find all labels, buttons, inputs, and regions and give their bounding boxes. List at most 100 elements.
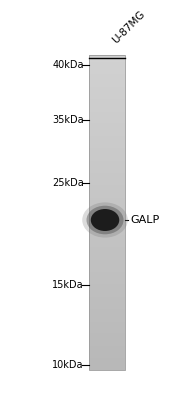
Bar: [89, 79, 125, 80]
Bar: [89, 233, 125, 234]
Bar: [89, 247, 125, 248]
Bar: [89, 231, 125, 232]
Bar: [89, 104, 125, 105]
Bar: [89, 66, 125, 68]
Bar: [89, 220, 125, 221]
Bar: [89, 282, 125, 283]
Bar: [89, 126, 125, 128]
Bar: [89, 324, 125, 326]
Bar: [89, 162, 125, 163]
Bar: [89, 339, 125, 341]
Bar: [89, 178, 125, 179]
Bar: [89, 170, 125, 172]
Bar: [89, 352, 125, 353]
Bar: [89, 98, 125, 99]
Bar: [89, 164, 125, 165]
Bar: [89, 196, 125, 198]
Bar: [89, 214, 125, 216]
Bar: [89, 208, 125, 209]
Bar: [89, 248, 125, 249]
Bar: [89, 116, 125, 117]
Bar: [89, 246, 125, 247]
Bar: [89, 57, 125, 58]
Bar: [89, 94, 125, 95]
Bar: [89, 227, 125, 228]
Bar: [89, 188, 125, 190]
Bar: [89, 152, 125, 154]
Bar: [89, 262, 125, 264]
Bar: [89, 297, 125, 298]
Bar: [89, 304, 125, 305]
Bar: [89, 310, 125, 311]
Bar: [89, 207, 125, 208]
Bar: [89, 110, 125, 112]
Bar: [89, 333, 125, 334]
Bar: [89, 229, 125, 230]
Bar: [89, 257, 125, 259]
Bar: [89, 225, 125, 226]
Bar: [89, 230, 125, 231]
Bar: [89, 277, 125, 279]
Bar: [89, 251, 125, 252]
Bar: [89, 119, 125, 120]
Bar: [89, 198, 125, 200]
Bar: [89, 54, 125, 56]
Bar: [89, 326, 125, 327]
Text: 10kDa: 10kDa: [52, 360, 84, 370]
Bar: [89, 74, 125, 75]
Bar: [89, 203, 125, 204]
Bar: [89, 330, 125, 331]
Bar: [89, 341, 125, 343]
Bar: [89, 270, 125, 271]
Bar: [89, 181, 125, 182]
Bar: [89, 97, 125, 98]
Bar: [89, 307, 125, 308]
Bar: [89, 194, 125, 196]
Bar: [89, 258, 125, 260]
Bar: [89, 143, 125, 144]
Bar: [89, 55, 125, 370]
Bar: [89, 259, 125, 261]
Bar: [89, 165, 125, 166]
Bar: [89, 335, 125, 336]
Bar: [89, 362, 125, 364]
Bar: [89, 264, 125, 265]
Bar: [89, 314, 125, 315]
Bar: [89, 266, 125, 267]
Bar: [89, 105, 125, 106]
Bar: [89, 260, 125, 262]
Bar: [89, 306, 125, 307]
Bar: [89, 156, 125, 158]
Bar: [89, 150, 125, 152]
Bar: [89, 313, 125, 314]
Bar: [89, 302, 125, 304]
Bar: [89, 350, 125, 351]
Bar: [89, 123, 125, 124]
Bar: [89, 354, 125, 355]
Bar: [89, 289, 125, 290]
Bar: [89, 273, 125, 274]
Bar: [89, 192, 125, 194]
Bar: [89, 240, 125, 242]
Bar: [89, 99, 125, 100]
Bar: [89, 346, 125, 347]
Bar: [89, 82, 125, 83]
Bar: [89, 344, 125, 346]
Bar: [89, 114, 125, 116]
Ellipse shape: [87, 206, 124, 234]
Bar: [89, 107, 125, 108]
Bar: [89, 255, 125, 257]
Bar: [89, 174, 125, 176]
Bar: [89, 299, 125, 301]
Bar: [89, 65, 125, 66]
Bar: [89, 363, 125, 365]
Bar: [89, 141, 125, 142]
Bar: [89, 106, 125, 108]
Bar: [89, 286, 125, 287]
Bar: [89, 331, 125, 332]
Bar: [89, 124, 125, 125]
Bar: [89, 366, 125, 368]
Bar: [89, 59, 125, 60]
Bar: [89, 242, 125, 243]
Bar: [89, 353, 125, 354]
